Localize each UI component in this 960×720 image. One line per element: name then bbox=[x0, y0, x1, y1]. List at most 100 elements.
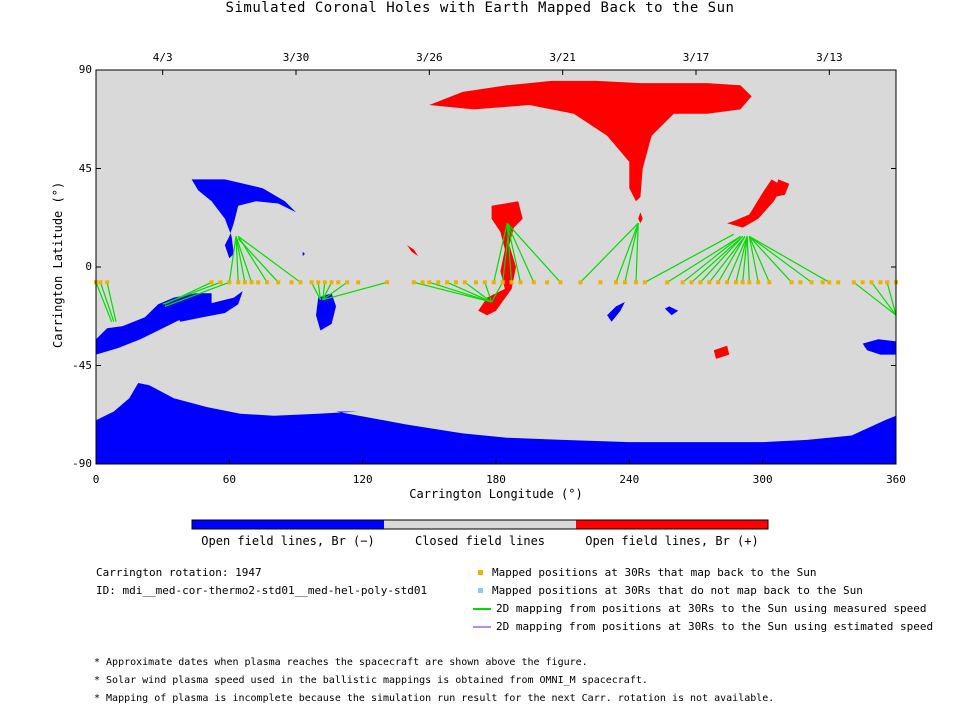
colorbar-frame bbox=[191, 519, 769, 530]
x-tick-label: 240 bbox=[619, 473, 640, 486]
footnote-speed: * Solar wind plasma speed used in the ba… bbox=[94, 675, 648, 686]
negative-region-hole-arc-south bbox=[173, 291, 243, 322]
negative-region-speck-93 bbox=[302, 251, 305, 257]
mapped-position-point bbox=[500, 280, 505, 285]
mapped-position-point bbox=[809, 280, 814, 285]
negative-polarity-regions bbox=[96, 179, 896, 464]
mapping-line bbox=[853, 281, 897, 316]
mapped-position-point bbox=[614, 280, 618, 285]
mapped-position-point bbox=[105, 280, 110, 285]
colorbar-label-positive: Open field lines, Br (+) bbox=[585, 534, 759, 548]
top-date-label: 4/3 bbox=[152, 51, 173, 64]
legend-label: Mapped positions at 30Rs that map back t… bbox=[492, 566, 817, 579]
mapped-position-point bbox=[767, 280, 772, 285]
top-date-label: 3/30 bbox=[282, 51, 310, 64]
negative-region-southwest-hole bbox=[96, 293, 212, 355]
x-tick-label: 0 bbox=[92, 473, 100, 486]
mapped-position-point bbox=[860, 280, 865, 285]
mapping-line bbox=[506, 223, 513, 283]
mapped-position-point bbox=[427, 280, 432, 285]
mapping-line bbox=[106, 282, 117, 322]
run-id: ID: mdi__med-cor-thermo2-std01__med-hel-… bbox=[96, 584, 428, 597]
mapped-position-point bbox=[227, 280, 232, 285]
mapped-position-point bbox=[827, 280, 832, 285]
mapping-line bbox=[748, 235, 812, 283]
negative-region-hole-60deg bbox=[191, 179, 296, 259]
colorbar-label-closed: Closed field lines bbox=[414, 534, 546, 548]
mapped-position-point bbox=[209, 280, 214, 285]
x-axis-label: Carrington Longitude (°) bbox=[409, 487, 583, 501]
map-background bbox=[96, 70, 896, 464]
negative-region-hole-east-south bbox=[862, 339, 896, 355]
mapped-position-point bbox=[578, 280, 583, 285]
mapped-position-point bbox=[445, 280, 450, 285]
mapping-line bbox=[413, 281, 492, 303]
positive-region-small-hole-140 bbox=[407, 245, 419, 257]
measured-mapping-lines bbox=[95, 222, 897, 322]
mapped-position-point bbox=[558, 280, 563, 285]
negative-region-hole-100deg bbox=[316, 293, 336, 331]
mapping-line bbox=[322, 282, 326, 300]
chart-title: Simulated Coronal Holes with Earth Mappe… bbox=[225, 0, 735, 16]
mapping-line bbox=[615, 223, 639, 283]
mapped-position-point bbox=[474, 280, 478, 285]
negative-region-south-polar-hole bbox=[96, 383, 896, 464]
mapping-line bbox=[317, 282, 322, 300]
negative-region-speck-253 bbox=[664, 306, 679, 316]
x-tick-label: 60 bbox=[222, 473, 236, 486]
y-axis-label: Carrington Latitude (°) bbox=[51, 181, 65, 348]
mapped-position-point bbox=[249, 280, 254, 285]
mapped-position-point bbox=[885, 280, 890, 285]
mapping-line bbox=[237, 235, 301, 283]
mapping-line bbox=[691, 235, 744, 283]
mapped-position-point bbox=[851, 280, 856, 285]
mapped-position-point bbox=[454, 280, 458, 285]
axis-ticks bbox=[95, 69, 897, 465]
legend-item-estimated: 2D mapping from positions at 30Rs to the… bbox=[473, 620, 933, 633]
x-tick-label: 300 bbox=[752, 473, 773, 486]
mapping-line bbox=[742, 236, 748, 283]
mapped-position-point bbox=[420, 280, 425, 285]
legend-line-icon bbox=[473, 607, 491, 610]
mapped-position-point bbox=[622, 280, 627, 285]
mapped-position-point bbox=[531, 280, 536, 285]
mapped-position-point bbox=[642, 280, 647, 285]
mapped-position-point bbox=[336, 280, 341, 285]
mapping-line bbox=[746, 236, 750, 283]
y-tick-label: -90 bbox=[72, 457, 92, 470]
legend-line-icon bbox=[473, 625, 491, 628]
mapped-position-point bbox=[329, 280, 334, 285]
mapped-position-point bbox=[820, 280, 825, 285]
mapping-line bbox=[700, 235, 744, 283]
mapped-position-point bbox=[707, 280, 712, 285]
mapping-line bbox=[99, 282, 115, 322]
mapped-position-point bbox=[242, 280, 247, 285]
mapped-position-point bbox=[545, 280, 550, 285]
mapped-position-point bbox=[878, 280, 883, 285]
mapping-line bbox=[886, 282, 897, 316]
mapping-line bbox=[506, 223, 522, 283]
mapping-line bbox=[446, 281, 492, 303]
mapping-line bbox=[748, 235, 792, 283]
top-date-label: 3/21 bbox=[549, 51, 576, 64]
mapped-position-point bbox=[482, 280, 487, 285]
mapping-line bbox=[491, 282, 504, 303]
mapped-position-point bbox=[734, 280, 738, 285]
mapped-position-point bbox=[680, 280, 685, 285]
legend-label: Mapped positions at 30Rs that do not map… bbox=[492, 584, 863, 597]
mapped-position-point bbox=[98, 280, 103, 285]
mapped-position-point bbox=[789, 280, 794, 285]
footnote-dates: * Approximate dates when plasma reaches … bbox=[94, 657, 588, 668]
legend-square-icon bbox=[478, 588, 483, 593]
mapped-position-point bbox=[385, 280, 390, 285]
top-date-label: 3/17 bbox=[682, 51, 710, 64]
mapped-position-point bbox=[256, 280, 261, 285]
mapped-position-point bbox=[698, 280, 703, 285]
mapping-line bbox=[748, 236, 759, 283]
mapping-line bbox=[228, 236, 237, 283]
mapped-position-point bbox=[634, 280, 638, 285]
mapping-line bbox=[749, 235, 830, 283]
mapped-position-point bbox=[665, 280, 670, 285]
mapping-line bbox=[708, 235, 746, 283]
